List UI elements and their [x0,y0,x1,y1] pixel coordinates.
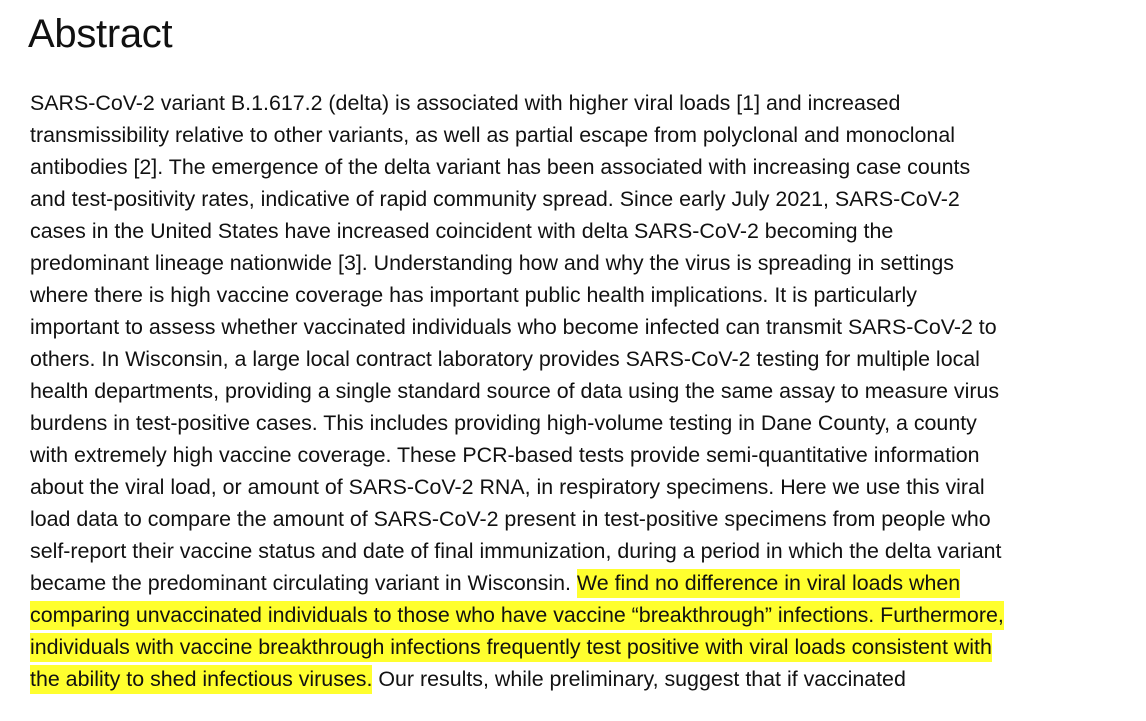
abstract-line: comparing unvaccinated individuals to th… [30,599,1004,631]
abstract-line: health departments, providing a single s… [30,375,1004,407]
text-segment: about the viral load, or amount of SARS-… [30,475,985,499]
abstract-line: the ability to shed infectious viruses. … [30,663,1004,695]
abstract-line: with extremely high vaccine coverage. Th… [30,439,1004,471]
abstract-line: transmissibility relative to other varia… [30,119,1004,151]
text-segment: SARS-CoV-2 variant B.1.617.2 (delta) is … [30,91,901,115]
highlighted-text: We find no difference in viral loads whe… [576,571,961,595]
abstract-line: self-report their vaccine status and dat… [30,535,1004,567]
text-segment: transmissibility relative to other varia… [30,123,955,147]
text-segment: where there is high vaccine coverage has… [30,283,917,307]
text-segment: self-report their vaccine status and dat… [30,539,1002,563]
abstract-line: load data to compare the amount of SARS-… [30,503,1004,535]
text-segment: antibodies [2]. The emergence of the del… [30,155,971,179]
text-segment: load data to compare the amount of SARS-… [30,507,991,531]
abstract-line: about the viral load, or amount of SARS-… [30,471,1004,503]
text-segment: and test-positivity rates, indicative of… [30,187,960,211]
abstract-line: became the predominant circulating varia… [30,567,1004,599]
abstract-line: burdens in test-positive cases. This inc… [30,407,1004,439]
text-segment: Our results, while preliminary, suggest … [372,667,906,691]
abstract-line: and test-positivity rates, indicative of… [30,183,1004,215]
text-segment: important to assess whether vaccinated i… [30,315,997,339]
text-segment: with extremely high vaccine coverage. Th… [30,443,980,467]
text-segment: predominant lineage nationwide [3]. Unde… [30,251,954,275]
abstract-line: where there is high vaccine coverage has… [30,279,1004,311]
highlighted-text: individuals with vaccine breakthrough in… [30,635,992,659]
abstract-line: cases in the United States have increase… [30,215,1004,247]
abstract-body: SARS-CoV-2 variant B.1.617.2 (delta) is … [30,87,1004,695]
text-segment: others. In Wisconsin, a large local cont… [30,347,980,371]
abstract-heading: Abstract [28,12,173,56]
text-segment: health departments, providing a single s… [30,379,1000,403]
abstract-line: others. In Wisconsin, a large local cont… [30,343,1004,375]
abstract-line: important to assess whether vaccinated i… [30,311,1004,343]
abstract-line: antibodies [2]. The emergence of the del… [30,151,1004,183]
abstract-line: individuals with vaccine breakthrough in… [30,631,1004,663]
text-segment: burdens in test-positive cases. This inc… [30,411,977,435]
highlighted-text: the ability to shed infectious viruses. [30,667,373,691]
abstract-line: predominant lineage nationwide [3]. Unde… [30,247,1004,279]
highlighted-text: comparing unvaccinated individuals to th… [30,603,1004,627]
abstract-line: SARS-CoV-2 variant B.1.617.2 (delta) is … [30,87,1004,119]
text-segment: cases in the United States have increase… [30,219,894,243]
text-segment: became the predominant circulating varia… [30,571,577,595]
